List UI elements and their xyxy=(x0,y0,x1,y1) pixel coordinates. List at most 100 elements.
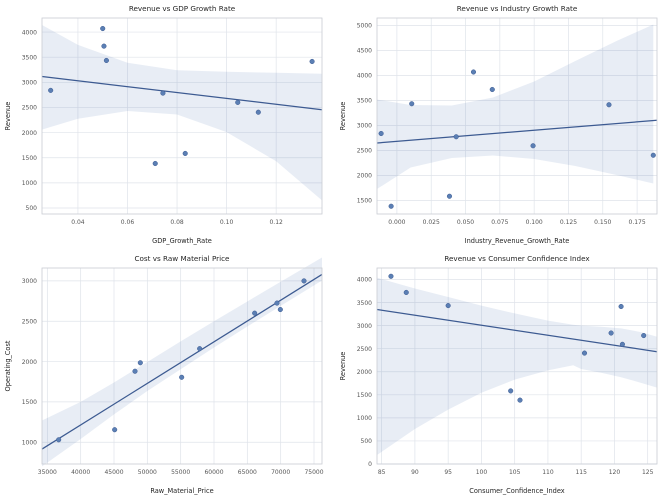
y-tick-label: 3500 xyxy=(356,98,371,105)
confidence-band xyxy=(42,25,322,201)
x-tick-label: 120 xyxy=(608,469,620,476)
x-tick-label: 0.000 xyxy=(388,219,405,226)
x-tick-label: 0.075 xyxy=(491,219,508,226)
data-point xyxy=(608,330,614,336)
y-tick-label: 1500 xyxy=(22,399,37,406)
x-axis-label: Industry_Revenue_Growth_Rate xyxy=(464,237,569,245)
y-tick-label: 3000 xyxy=(22,80,37,87)
data-point xyxy=(252,310,258,316)
data-point xyxy=(100,26,106,32)
x-tick-label: 95 xyxy=(444,469,452,476)
plot-area-background xyxy=(42,18,322,214)
y-tick-label: 3000 xyxy=(356,123,371,130)
chart-title: Cost vs Raw Material Price xyxy=(135,254,231,263)
x-tick-label: 0.100 xyxy=(525,219,542,226)
y-tick-label: 4500 xyxy=(356,48,371,55)
y-tick-label: 500 xyxy=(360,438,372,445)
confidence-band xyxy=(376,277,657,456)
x-tick-label: 50000 xyxy=(138,469,157,476)
axes-spine xyxy=(376,267,657,465)
regression-line xyxy=(41,75,323,111)
x-axis-label: GDP_Growth_Rate xyxy=(152,237,212,245)
data-point xyxy=(446,193,452,199)
x-tick-label: 45000 xyxy=(104,469,123,476)
x-tick-label: 0.125 xyxy=(559,219,576,226)
y-tick-label: 500 xyxy=(26,205,38,212)
x-tick-label: 35000 xyxy=(38,469,57,476)
axes-spine xyxy=(41,267,323,465)
confidence-band xyxy=(376,24,653,189)
y-axis-label: Revenue xyxy=(339,352,347,381)
y-tick-label: 2500 xyxy=(356,346,371,353)
x-tick-label: 110 xyxy=(542,469,554,476)
chart-panel-revenue-vs-gdp-growth-rate: 0.04 0.06 0.08 0.10 0.12 500 1000 1500 2000 2500 3… xyxy=(0,0,334,250)
x-tick-label: 75000 xyxy=(304,469,323,476)
x-tick-label: 0.04 xyxy=(71,219,85,226)
data-point xyxy=(650,152,656,158)
data-point xyxy=(101,43,107,49)
x-tick-label: 125 xyxy=(641,469,653,476)
y-tick-label: 4000 xyxy=(356,73,371,80)
data-point xyxy=(618,303,624,310)
y-tick-label: 4000 xyxy=(356,277,371,284)
x-tick-label: 115 xyxy=(575,469,587,476)
y-tick-label: 1000 xyxy=(356,415,371,422)
data-point xyxy=(56,437,62,443)
x-tick-label: 105 xyxy=(508,469,520,476)
y-tick-label: 1500 xyxy=(356,392,371,399)
y-tick-label: 3500 xyxy=(22,54,37,61)
data-point xyxy=(160,90,166,96)
data-point xyxy=(152,160,158,167)
axes-spine xyxy=(376,17,657,215)
data-point xyxy=(378,130,384,137)
x-tick-label: 90 xyxy=(411,469,419,476)
x-tick-label: 65000 xyxy=(238,469,257,476)
data-point xyxy=(619,341,625,347)
data-point xyxy=(453,134,459,140)
data-point xyxy=(507,388,513,394)
y-tick-label: 2000 xyxy=(356,369,371,376)
x-axis-label: Consumer_Confidence_Index xyxy=(469,487,565,495)
x-tick-label: 0.10 xyxy=(220,219,234,226)
y-axis-label: Operating_Cost xyxy=(4,340,12,391)
data-point xyxy=(516,397,523,403)
data-point xyxy=(182,150,188,156)
y-tick-label: 3000 xyxy=(356,323,371,330)
data-point xyxy=(103,57,109,64)
x-tick-label: 55000 xyxy=(171,469,190,476)
y-tick-label: 3500 xyxy=(356,300,371,307)
chart-panel-revenue-vs-industry-growth-rate: 0.000 0.025 0.050 0.075 0.100 0.125 0.150 0.175… xyxy=(335,0,669,250)
y-tick-label: 1000 xyxy=(22,439,37,446)
data-point xyxy=(132,368,138,374)
y-tick-label: 3000 xyxy=(22,278,37,285)
y-tick-label: 2500 xyxy=(356,148,371,155)
x-tick-label: 70000 xyxy=(271,469,290,476)
x-tick-label: 0.06 xyxy=(121,219,135,226)
data-point xyxy=(640,333,646,339)
y-tick-label: 5000 xyxy=(356,23,371,30)
x-tick-label: 0.175 xyxy=(628,219,645,226)
y-axis-label: Revenue xyxy=(339,102,347,131)
y-tick-label: 1000 xyxy=(22,180,37,187)
x-tick-label: 85 xyxy=(377,469,385,476)
y-tick-label: 0 xyxy=(368,461,372,468)
x-tick-label: 0.150 xyxy=(594,219,611,226)
x-tick-label: 0.08 xyxy=(170,219,184,226)
data-point xyxy=(235,99,241,105)
x-tick-label: 100 xyxy=(475,469,487,476)
y-tick-label: 2000 xyxy=(22,130,37,137)
data-point xyxy=(489,86,495,93)
y-tick-label: 2500 xyxy=(22,105,37,112)
plot-area-background xyxy=(376,268,657,464)
y-tick-label: 2000 xyxy=(356,173,371,180)
data-point xyxy=(445,303,451,309)
data-point xyxy=(387,273,394,279)
chart-panel-cost-vs-raw-material-price: 35000 40000 45000 50000 55000 60000 65000 70000… xyxy=(0,250,334,500)
data-point xyxy=(403,289,409,295)
axes-spine xyxy=(41,17,323,215)
data-point xyxy=(48,87,54,93)
data-point xyxy=(179,374,185,380)
data-point xyxy=(277,306,283,313)
chart-title: Revenue vs Industry Growth Rate xyxy=(456,4,577,13)
